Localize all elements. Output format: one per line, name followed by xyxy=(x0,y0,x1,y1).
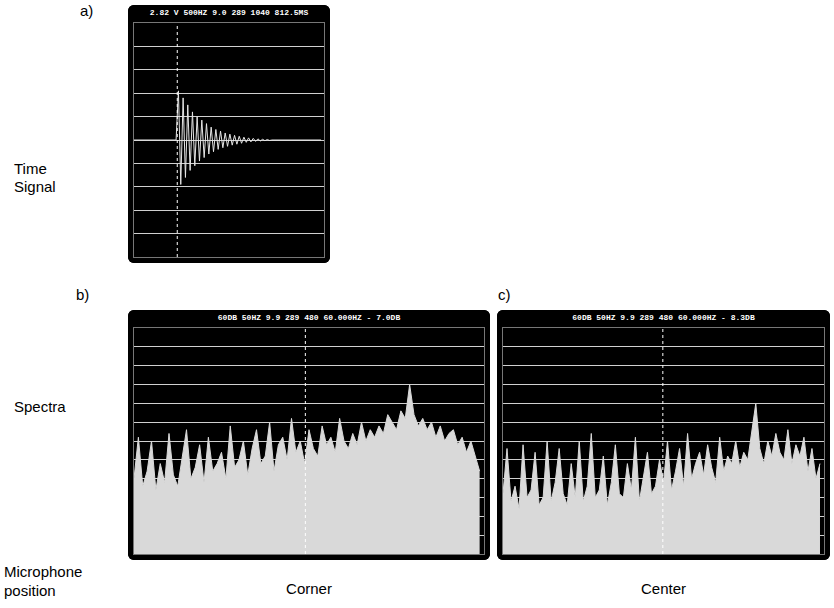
html-text:a): a) xyxy=(80,2,94,19)
html-text:Corner: Corner xyxy=(286,580,332,597)
html-text:c): c) xyxy=(498,286,511,303)
html-text:Time Signal: Time Signal xyxy=(14,160,56,195)
svg-text:2.82 V 500HZ 9.0 289 1040 812.: 2.82 V 500HZ 9.0 289 1040 812.5MS xyxy=(150,8,309,17)
svg-text:60DB 50HZ 9.9 289 480 60.000HZ: 60DB 50HZ 9.9 289 480 60.000HZ - 8.3DB xyxy=(572,313,755,322)
html-text:Center: Center xyxy=(641,580,686,597)
html-text:b): b) xyxy=(76,286,90,303)
html-text:Microphone position: Microphone position xyxy=(4,563,83,599)
svg-text:60DB 50HZ 9.9 289 480 60.000HZ: 60DB 50HZ 9.9 289 480 60.000HZ - 7.0DB xyxy=(218,313,401,322)
html-text:Spectra: Spectra xyxy=(14,398,66,415)
